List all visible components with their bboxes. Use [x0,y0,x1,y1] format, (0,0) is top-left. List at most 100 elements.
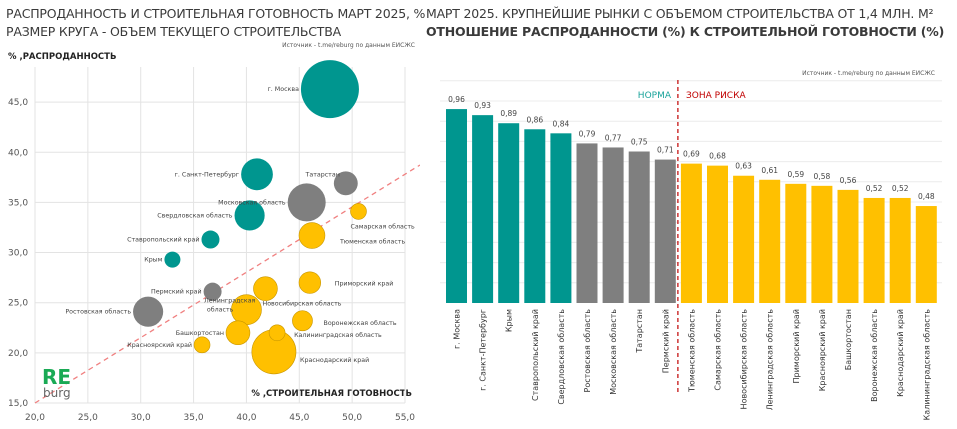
bar-category-label: Новосибирская область [740,309,749,410]
x-tick-label: 35,0 [184,413,204,423]
bar-category-label: г. Москва [453,309,462,349]
bubble-point [268,324,286,342]
bubble-label: Красноярский край [127,341,192,349]
bar-value-label: 0,75 [631,138,648,147]
bar [915,206,937,303]
bubble-point [350,203,367,220]
bubble-point [253,276,278,301]
bar-category-label: Краснодарский край [896,309,905,397]
bar [733,175,755,303]
bubble-label: Пермский край [151,288,202,296]
y-tick-label: 25,0 [8,299,28,309]
bar [628,151,650,303]
bar-category-label: г. Санкт-Петербург [479,309,488,391]
bar [472,115,494,303]
bar [811,185,833,303]
bar-value-label: 0,61 [761,166,778,175]
x-tick-label: 45,0 [289,413,309,423]
bar [550,133,572,303]
bar-value-label: 0,69 [683,150,700,159]
bar-value-label: 0,48 [918,192,935,201]
x-tick-label: 55,0 [395,413,415,423]
bubble-point [201,230,220,249]
bubble-label: г. Санкт-Петербург [175,170,240,178]
bar-category-label: Калининградская область [922,309,931,421]
logo-burg: burg [43,386,71,400]
bubble-point [241,158,273,191]
bubble-point [203,282,222,301]
x-tick-label: 30,0 [131,413,151,423]
y-tick-label: 45,0 [8,98,28,108]
bar-category-label: Ростовская область [583,309,592,393]
bar-value-label: 0,58 [814,172,831,181]
bar-value-label: 0,93 [474,101,491,110]
zone-risk-label: ЗОНА РИСКА [686,91,746,101]
threshold-diagonal-line [34,164,420,404]
bubble-point [300,60,359,119]
bubble-label: г. Москва [268,86,300,93]
left-source-note: Источник - t.me/reburg по данным ЕИСЖС [282,42,415,49]
bar-category-label: Приморский край [792,309,801,383]
bar-value-label: 0,84 [553,119,570,128]
bar [759,179,781,303]
bubble-point [133,296,164,327]
left-chart-title: РАСПРОДАННОСТЬ И СТРОИТЕЛЬНАЯ ГОТОВНОСТЬ… [6,6,426,21]
bubble-label: Воронежская область [324,319,397,327]
bubble-point [234,200,265,231]
bubble-point [193,336,211,354]
bar-value-label: 0,52 [892,184,909,193]
bubble-label: Московская область [218,198,286,206]
x-tick-label: 50,0 [342,413,362,423]
x-tick-label: 25,0 [78,413,98,423]
right-chart-subtitle: ОТНОШЕНИЕ РАСПРОДАННОСТИ (%) К СТРОИТЕЛЬ… [426,24,945,39]
bar-value-label: 0,63 [735,162,752,171]
bubble-label: Самарская область [350,222,415,230]
bubble-label: Тюменская область [339,238,406,246]
bubble-point [298,271,322,294]
y-tick-label: 15,0 [8,399,28,409]
y-tick-label: 40,0 [8,148,28,158]
bar [863,197,885,303]
bubble-label: Башкортостан [176,330,224,337]
x-axis-title: % ,СТРОИТЕЛЬНАЯ ГОТОВНОСТЬ [251,389,412,399]
y-axis-title: % ,РАСПРОДАННОСТЬ [8,52,116,62]
bar-category-label: Татарстан [635,309,644,354]
bar-category-label: Ставропольский край [531,309,540,401]
zone-norm-label: НОРМА [638,91,672,101]
bar [446,109,467,303]
bar [524,129,546,303]
bar [576,143,598,303]
bar-chart: Источник - t.me/reburg по данным ЕИСЖС 0… [440,70,942,421]
bubble-chart: Источник - t.me/reburg по данным ЕИСЖС %… [8,42,420,423]
right-source-note: Источник - t.me/reburg по данным ЕИСЖС [802,70,935,77]
right-chart-title: МАРТ 2025. КРУПНЕЙШИЕ РЫНКИ С ОБЪЕМОМ СТ… [426,6,934,21]
bar [889,197,911,303]
bubble-label: Ростовская область [65,308,131,316]
bubble-label: Свердловская область [157,211,233,219]
bubble-label: Ставропольский край [127,236,199,244]
bubble-label: Приморский край [335,280,394,288]
left-chart-subtitle: РАЗМЕР КРУГА - ОБЪЕМ ТЕКУЩЕГО СТРОИТЕЛЬС… [6,24,341,39]
bubble-point [287,183,326,222]
bubble-point [225,320,251,346]
bar [654,159,676,303]
x-tick-label: 40,0 [236,413,256,423]
bar-value-label: 0,59 [787,170,804,179]
bubble-point [164,251,181,268]
bubble-point [333,171,358,196]
bubble-label: Калининградская область [294,331,382,339]
bar [837,189,859,303]
bar-category-label: Пермский край [661,309,670,373]
bubble-label: Новосибирская область [262,300,341,308]
bar-value-label: 0,79 [579,129,596,138]
bar [680,163,702,303]
bar-category-label: Воронежская область [870,309,879,402]
bar-value-label: 0,86 [526,115,543,124]
bar-category-label: Ленинградская область [766,309,775,411]
bar-value-label: 0,77 [605,133,622,142]
bar-value-label: 0,68 [709,152,726,161]
bar-category-label: Красноярский край [818,309,827,391]
bubble-label: Крым [144,257,162,264]
bar-value-label: 0,52 [866,184,883,193]
bar-value-label: 0,96 [448,95,465,104]
